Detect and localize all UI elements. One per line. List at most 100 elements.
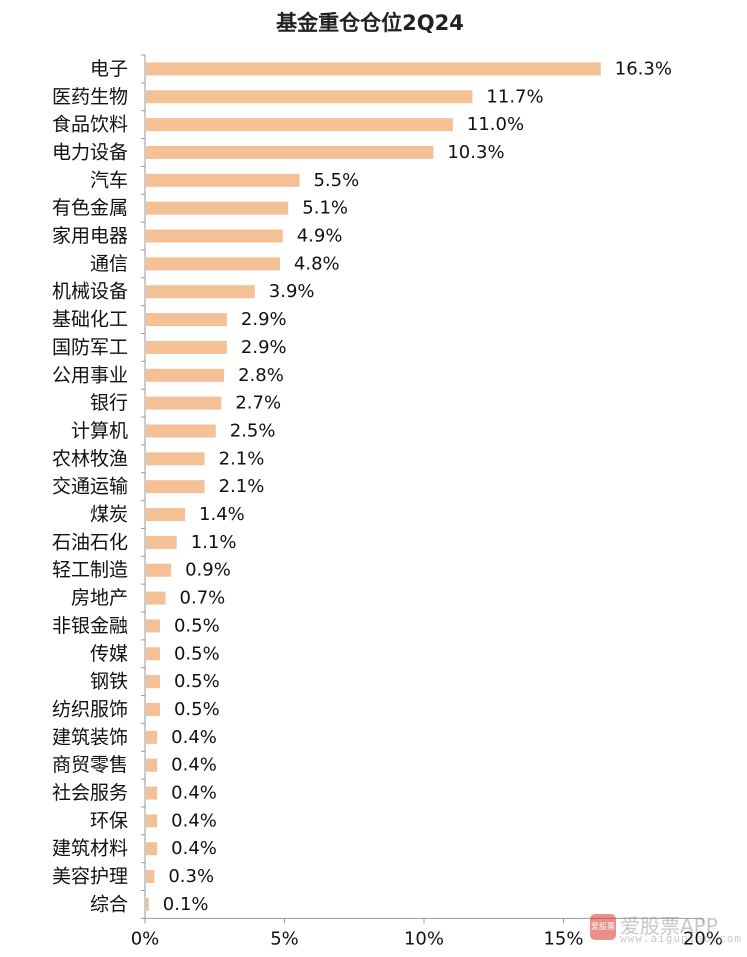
bar <box>146 897 149 911</box>
data-label: 2.7% <box>235 393 281 414</box>
data-label: 10.3% <box>447 142 504 163</box>
bar <box>146 758 158 772</box>
data-label: 11.0% <box>467 114 524 135</box>
bar <box>146 285 255 299</box>
bar <box>146 396 222 410</box>
bar <box>146 145 434 159</box>
bar <box>146 508 186 522</box>
bar <box>146 452 205 466</box>
bar <box>146 647 160 661</box>
data-label: 4.8% <box>294 253 340 274</box>
category-label: 钢铁 <box>90 671 128 693</box>
data-label: 0.4% <box>171 755 217 776</box>
bar <box>146 257 280 271</box>
category-label: 交通运输 <box>52 476 128 498</box>
bar <box>146 814 158 828</box>
category-label: 计算机 <box>71 420 128 442</box>
data-label: 4.9% <box>297 226 343 247</box>
category-label: 石油石化 <box>52 531 128 553</box>
category-label: 有色金属 <box>52 197 128 219</box>
bar <box>146 786 158 800</box>
bar <box>146 675 160 689</box>
category-label: 煤炭 <box>90 504 128 526</box>
bar <box>146 118 453 132</box>
bars-group: 电子 16.3% 医药生物 11.7% 食品饮料 11.0% 电力设备 10.3% 汽车 5.5%… <box>52 58 672 915</box>
bar <box>146 730 158 744</box>
data-label: 3.9% <box>269 281 315 302</box>
category-label: 家用电器 <box>52 225 128 247</box>
category-label: 综合 <box>90 893 128 915</box>
category-label: 公用事业 <box>52 364 128 386</box>
data-label: 16.3% <box>615 58 672 79</box>
category-label: 轻工制造 <box>52 559 128 581</box>
bar <box>146 201 289 215</box>
data-label: 2.9% <box>241 337 287 358</box>
category-label: 传媒 <box>90 643 128 665</box>
category-label: 机械设备 <box>52 281 128 303</box>
data-label: 5.5% <box>313 170 359 191</box>
bar <box>146 535 177 549</box>
category-label: 房地产 <box>71 587 128 609</box>
category-label: 银行 <box>90 392 128 414</box>
bar <box>146 62 601 76</box>
category-label: 美容护理 <box>52 866 128 888</box>
data-label: 2.5% <box>230 420 276 441</box>
category-label: 社会服务 <box>52 782 128 804</box>
data-label: 5.1% <box>302 198 348 219</box>
data-label: 1.1% <box>191 532 237 553</box>
data-label: 2.8% <box>238 365 284 386</box>
category-label: 环保 <box>90 810 128 832</box>
bar <box>146 619 160 633</box>
category-label: 建筑装饰 <box>52 726 128 748</box>
category-label: 医药生物 <box>52 86 128 108</box>
category-label: 食品饮料 <box>52 114 128 136</box>
data-label: 0.3% <box>168 866 214 887</box>
category-label: 电子 <box>90 58 128 80</box>
category-label: 基础化工 <box>52 309 128 331</box>
category-label: 电力设备 <box>52 141 128 163</box>
data-label: 2.9% <box>241 309 287 330</box>
bar <box>146 563 172 577</box>
chart-title: 基金重仓仓位2Q24 <box>276 11 464 35</box>
data-label: 0.5% <box>174 615 220 636</box>
data-label: 0.4% <box>171 783 217 804</box>
bar <box>146 173 300 187</box>
data-label: 0.5% <box>174 643 220 664</box>
category-label: 农林牧渔 <box>52 448 128 470</box>
data-label: 2.1% <box>219 476 265 497</box>
bar <box>146 424 216 438</box>
data-label: 0.4% <box>171 727 217 748</box>
data-label: 0.4% <box>171 838 217 859</box>
bar <box>146 368 225 382</box>
x-tick-label: 15% <box>543 928 583 949</box>
bar <box>146 870 155 884</box>
bar <box>146 591 166 605</box>
bar <box>146 90 473 104</box>
x-tick-label: 5% <box>270 928 299 949</box>
data-label: 2.1% <box>219 448 265 469</box>
data-label: 0.1% <box>163 894 209 915</box>
x-tick-label: 20% <box>683 928 723 949</box>
category-label: 通信 <box>90 253 128 275</box>
bar <box>146 313 227 327</box>
data-label: 1.4% <box>199 504 245 525</box>
bar <box>146 702 160 716</box>
x-tick-label: 0% <box>131 928 160 949</box>
data-label: 0.9% <box>185 560 231 581</box>
bar <box>146 842 158 856</box>
axes-group: 0% 5% 10% 15% 20% <box>131 54 723 949</box>
data-label: 0.7% <box>180 588 226 609</box>
category-label: 建筑材料 <box>52 838 128 860</box>
x-tick-label: 10% <box>404 928 444 949</box>
data-label: 0.5% <box>174 671 220 692</box>
data-label: 0.4% <box>171 810 217 831</box>
data-label: 11.7% <box>486 86 543 107</box>
bar <box>146 340 227 354</box>
bar <box>146 480 205 494</box>
bar <box>146 229 283 243</box>
category-label: 汽车 <box>90 169 128 191</box>
category-label: 国防军工 <box>52 336 128 358</box>
category-label: 商贸零售 <box>52 754 128 776</box>
category-label: 非银金融 <box>52 615 128 637</box>
